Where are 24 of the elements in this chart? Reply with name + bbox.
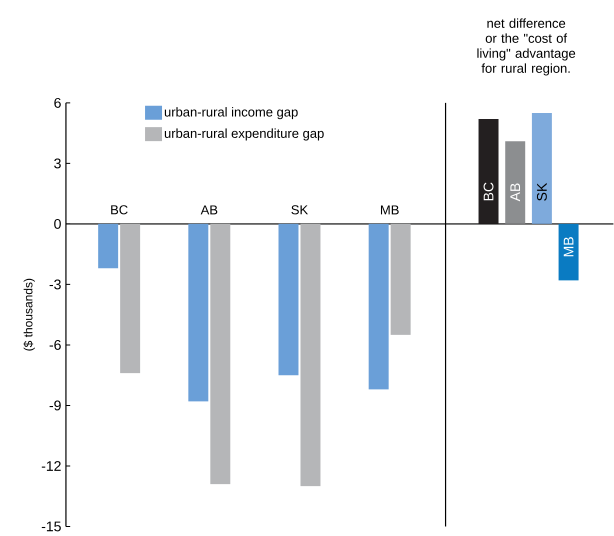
y-tick-label: -9 xyxy=(50,400,61,410)
category-label: MB xyxy=(564,236,574,256)
x-tick-label: AB xyxy=(200,205,218,214)
legend-label: urban-rural income gap xyxy=(164,106,298,119)
bar xyxy=(478,118,499,224)
y-tick-label: -15 xyxy=(42,521,61,532)
y-tick-label: -6 xyxy=(50,340,61,350)
x-tick-label: MB xyxy=(380,205,399,214)
chart-title: net difference or the "cost of living" advantage for rural region. xyxy=(477,18,576,76)
y-tick-label: -3 xyxy=(50,279,61,290)
y-tick-label: -12 xyxy=(42,460,61,471)
x-tick-label: SK xyxy=(291,204,308,214)
x-tick-label: BC xyxy=(111,204,128,214)
category-label: SK xyxy=(536,182,547,201)
legend-label: urban-rural expenditure gap xyxy=(164,128,324,140)
category-label: BC xyxy=(484,182,494,200)
y-tick-label: 3 xyxy=(54,158,61,168)
category-label: AB xyxy=(510,183,520,202)
y-tick-label: 0 xyxy=(54,218,61,229)
y-axis-title: ($ thousands) xyxy=(23,278,35,350)
bar xyxy=(532,112,552,224)
bar xyxy=(505,140,526,224)
y-tick-label: 6 xyxy=(54,98,61,108)
bar xyxy=(558,224,579,280)
